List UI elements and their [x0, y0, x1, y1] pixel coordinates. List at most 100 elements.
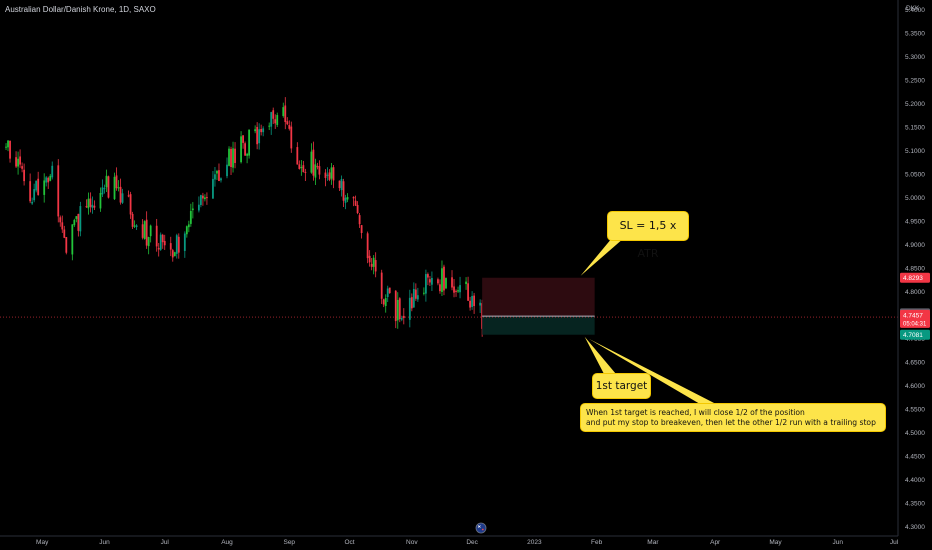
candle-body — [57, 165, 60, 217]
candles-layer — [5, 97, 484, 337]
candle — [33, 183, 36, 203]
candle — [187, 220, 190, 233]
candle-body — [360, 225, 363, 234]
candle — [254, 125, 257, 134]
candle — [457, 286, 459, 293]
candle — [256, 122, 259, 150]
target-zone[interactable] — [482, 316, 595, 335]
candle-body — [441, 268, 443, 292]
candle — [358, 212, 361, 228]
candle-body — [258, 129, 261, 144]
candle — [242, 134, 244, 149]
candle — [274, 114, 277, 129]
candle-body — [346, 197, 349, 200]
candle — [330, 163, 333, 185]
candle-body — [183, 233, 186, 251]
candle — [159, 232, 162, 251]
callout-trade-plan[interactable]: When 1st target is reached, I will close… — [580, 403, 886, 432]
candle — [324, 169, 327, 187]
candle-body — [256, 126, 259, 145]
candle — [370, 258, 373, 271]
candle-body — [35, 180, 38, 191]
candle — [218, 163, 220, 182]
candle — [246, 152, 249, 164]
candle-body — [318, 166, 321, 175]
time-axis[interactable]: May Jun Jul Aug Sep Oct Nov Dec 2023 Feb Mar Apr May… — [0, 535, 932, 550]
candle — [234, 142, 236, 169]
price-tick-label: 4.6500 — [905, 360, 925, 367]
price-tick-label: 4.5000 — [905, 430, 925, 437]
candle — [443, 264, 445, 296]
price-tick-label: 4.4500 — [905, 454, 925, 461]
candle-body — [372, 257, 375, 267]
candle — [455, 289, 457, 297]
candle — [360, 224, 363, 239]
candle — [29, 173, 32, 204]
candle-body — [453, 286, 455, 293]
candle — [354, 195, 357, 206]
price-tick-label: 4.9500 — [905, 218, 925, 225]
price-tick-label: 5.0000 — [905, 195, 925, 202]
stop-loss-zone[interactable] — [482, 277, 595, 317]
target-price-badge: 4.7081 — [900, 329, 930, 340]
candle — [304, 168, 307, 182]
candle — [441, 260, 443, 296]
time-tick-label: Mar — [647, 539, 659, 546]
target-badge-label: 4.7081 — [903, 332, 923, 339]
candle — [374, 252, 377, 278]
candle — [314, 158, 317, 185]
candle — [386, 285, 389, 303]
candle — [43, 173, 46, 203]
candle-body — [212, 178, 214, 199]
candle — [91, 196, 94, 214]
candle-body — [113, 176, 116, 200]
candle — [232, 141, 234, 173]
candle-body — [37, 178, 40, 195]
candle-body — [135, 225, 138, 228]
candle — [101, 179, 104, 197]
candle-body — [29, 181, 32, 202]
candle-body — [232, 148, 234, 168]
callout-pointers — [580, 238, 716, 404]
callout-first-target[interactable]: 1st target — [592, 373, 651, 399]
time-tick-label: Apr — [710, 539, 721, 546]
candle — [465, 277, 467, 290]
candle — [47, 176, 50, 189]
candle — [115, 167, 118, 191]
candle-body — [398, 298, 401, 320]
candle — [344, 194, 347, 210]
callout-stop-loss[interactable]: SL = 1,5 x ATR — [607, 211, 689, 260]
candle — [398, 297, 401, 323]
candle — [270, 111, 273, 135]
candle-body — [328, 172, 331, 180]
candle — [216, 169, 218, 181]
candle-body — [465, 281, 467, 285]
candle-body — [326, 174, 329, 176]
au-flag-icon[interactable] — [475, 522, 487, 534]
candle-body — [85, 206, 88, 208]
candle-body — [177, 236, 180, 253]
candle-body — [240, 136, 242, 163]
candle-body — [157, 247, 160, 250]
candle-body — [19, 156, 21, 165]
candle — [79, 201, 82, 237]
candle — [121, 188, 124, 204]
candle-body — [332, 167, 335, 181]
candle-body — [374, 260, 377, 272]
price-tick-label: 5.0500 — [905, 171, 925, 178]
position-tool[interactable] — [482, 277, 595, 335]
candle-body — [302, 165, 305, 173]
candle — [248, 129, 251, 159]
time-tick-label: Jun — [99, 539, 110, 546]
price-tick-label: 4.4000 — [905, 477, 925, 484]
candle — [437, 277, 439, 286]
candle-body — [479, 302, 482, 306]
candle — [414, 283, 417, 301]
candle-body — [408, 297, 411, 320]
candle — [427, 272, 429, 286]
candle-body — [87, 198, 90, 209]
candle — [113, 172, 116, 201]
candle — [169, 236, 172, 257]
candle — [7, 140, 9, 152]
